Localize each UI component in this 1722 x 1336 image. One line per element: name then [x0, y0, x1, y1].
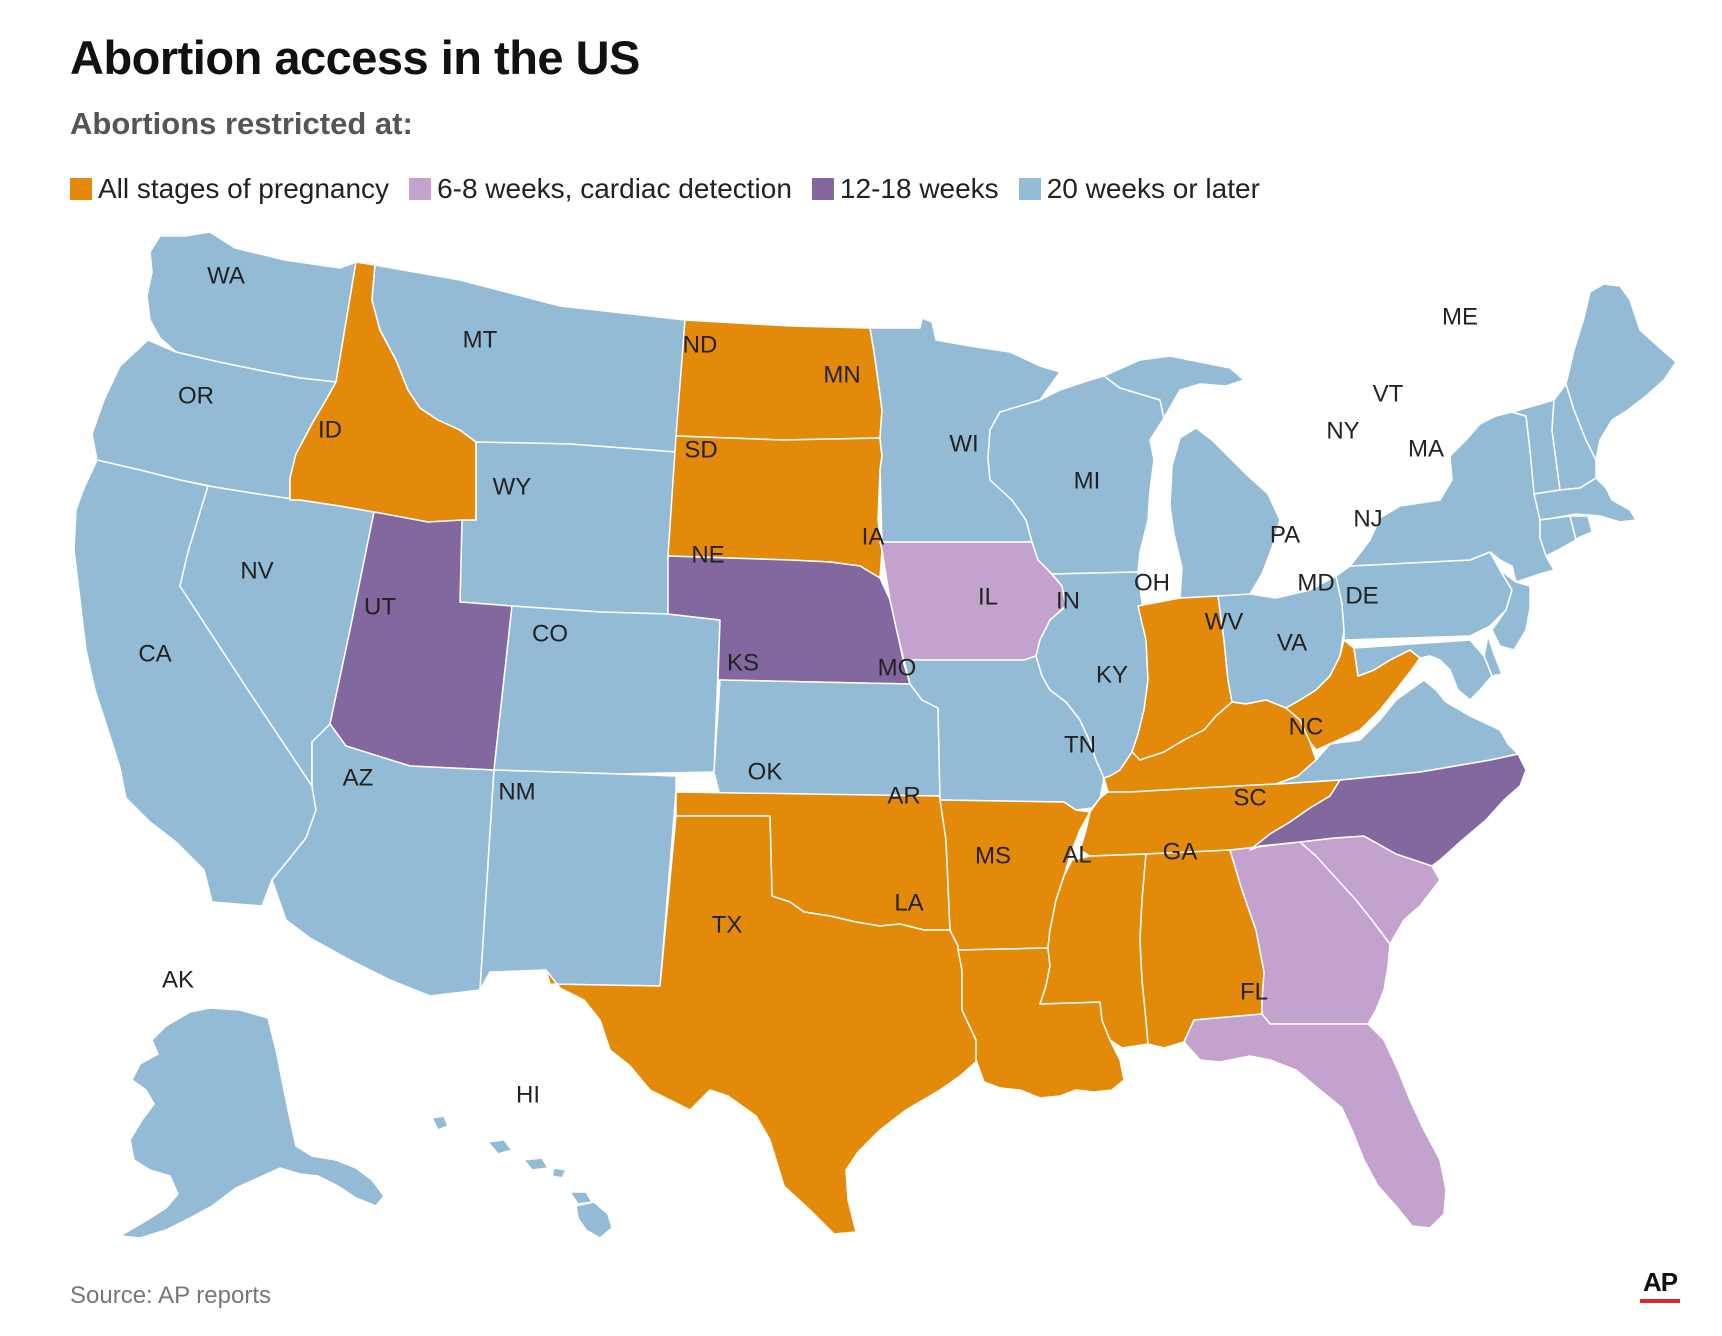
- state-shape-WI[interactable]: [987, 375, 1165, 575]
- state-label-PA: PA: [1270, 521, 1300, 548]
- state-label-VT: VT: [1373, 380, 1404, 407]
- state-shape-MT[interactable]: [371, 264, 686, 453]
- state-label-KS: KS: [727, 649, 759, 676]
- state-label-MO: MO: [878, 654, 917, 681]
- legend: All stages of pregnancy 6-8 weeks, cardi…: [70, 172, 1280, 206]
- state-shape-CO[interactable]: [493, 605, 721, 775]
- legend-label-12-18-weeks: 12-18 weeks: [839, 173, 999, 204]
- state-label-UT: UT: [364, 593, 396, 620]
- state-label-FL: FL: [1240, 978, 1268, 1005]
- state-shape-WY[interactable]: [459, 441, 677, 615]
- state-label-KY: KY: [1096, 661, 1128, 688]
- state-label-MS: MS: [975, 842, 1011, 869]
- state-label-WA: WA: [207, 262, 245, 289]
- state-shape-MI[interactable]: [1103, 355, 1281, 599]
- state-label-GA: GA: [1163, 838, 1198, 865]
- state-label-MD: MD: [1297, 569, 1334, 596]
- legend-item-12-18-weeks: 12-18 weeks: [811, 173, 999, 205]
- legend-label-20-weeks: 20 weeks or later: [1046, 173, 1260, 204]
- map-subtitle: Abortions restricted at:: [70, 106, 413, 141]
- ap-logo-text: AP: [1642, 1267, 1678, 1297]
- state-shape-HI[interactable]: [431, 1115, 613, 1239]
- state-label-HI: HI: [516, 1081, 540, 1108]
- state-shape-MD[interactable]: [1353, 639, 1493, 701]
- state-shape-ME[interactable]: [1565, 283, 1677, 461]
- state-label-AZ: AZ: [343, 764, 374, 791]
- state-shape-FL[interactable]: [1183, 1013, 1447, 1229]
- state-label-SD: SD: [684, 436, 717, 463]
- state-label-TX: TX: [712, 911, 743, 938]
- state-label-NJ: NJ: [1353, 505, 1382, 532]
- legend-label-6-8-weeks: 6-8 weeks, cardiac detection: [437, 173, 792, 204]
- state-shape-AK[interactable]: [119, 1007, 385, 1239]
- legend-item-20-weeks: 20 weeks or later: [1018, 173, 1260, 205]
- state-label-NM: NM: [498, 778, 535, 805]
- source-note: Source: AP reports: [70, 1282, 271, 1309]
- state-label-NV: NV: [240, 557, 273, 584]
- state-label-MI: MI: [1074, 467, 1101, 494]
- state-shape-CT[interactable]: [1539, 515, 1577, 557]
- state-label-VA: VA: [1277, 629, 1307, 656]
- ap-logo-underline: [1640, 1299, 1680, 1303]
- state-label-ID: ID: [318, 416, 342, 443]
- state-label-IA: IA: [862, 523, 885, 550]
- state-label-WI: WI: [949, 430, 978, 457]
- ap-logo: AP: [1640, 1268, 1680, 1303]
- legend-swatch-all-stages: [70, 178, 92, 200]
- state-shape-NY[interactable]: [1349, 411, 1555, 583]
- state-label-OH: OH: [1134, 569, 1170, 596]
- legend-swatch-12-18-weeks: [811, 178, 834, 200]
- state-shape-AZ[interactable]: [271, 723, 495, 997]
- state-label-OK: OK: [748, 758, 783, 785]
- state-shape-NJ[interactable]: [1491, 569, 1531, 651]
- state-label-AL: AL: [1062, 841, 1091, 868]
- state-label-AK: AK: [162, 966, 194, 993]
- state-shape-RI[interactable]: [1569, 515, 1593, 541]
- state-label-MN: MN: [823, 361, 860, 388]
- state-label-ND: ND: [683, 331, 718, 358]
- state-label-CA: CA: [138, 640, 171, 667]
- map-title: Abortion access in the US: [70, 31, 640, 84]
- state-label-TN: TN: [1064, 731, 1096, 758]
- state-label-CO: CO: [532, 620, 568, 647]
- state-label-NE: NE: [691, 541, 724, 568]
- state-label-NC: NC: [1289, 713, 1324, 740]
- state-label-AR: AR: [887, 782, 920, 809]
- state-label-MA: MA: [1408, 435, 1444, 462]
- legend-label-all-stages: All stages of pregnancy: [98, 173, 390, 204]
- state-label-LA: LA: [894, 889, 923, 916]
- state-labels: WA OR CA NV ID MT WY UT AZ CO NM ND SD NE KS OK TX MN IA MO…: [138, 262, 1478, 1108]
- legend-swatch-6-8-weeks: [409, 178, 432, 200]
- state-label-OR: OR: [178, 382, 214, 409]
- state-label-WV: WV: [1205, 608, 1244, 635]
- legend-swatch-20-weeks: [1018, 178, 1041, 200]
- state-label-SC: SC: [1233, 784, 1266, 811]
- state-shape-TX[interactable]: [545, 815, 979, 1235]
- state-label-MT: MT: [463, 326, 498, 353]
- state-label-WY: WY: [493, 473, 532, 500]
- state-label-IL: IL: [978, 583, 998, 610]
- state-shapes: [73, 231, 1677, 1239]
- legend-item-all-stages: All stages of pregnancy: [70, 173, 389, 205]
- state-label-ME: ME: [1442, 303, 1478, 330]
- legend-item-6-8-weeks: 6-8 weeks, cardiac detection: [409, 173, 792, 205]
- state-label-NY: NY: [1326, 417, 1359, 444]
- state-label-DE: DE: [1345, 582, 1378, 609]
- state-label-IN: IN: [1056, 587, 1080, 614]
- state-shape-NC[interactable]: [1249, 753, 1527, 867]
